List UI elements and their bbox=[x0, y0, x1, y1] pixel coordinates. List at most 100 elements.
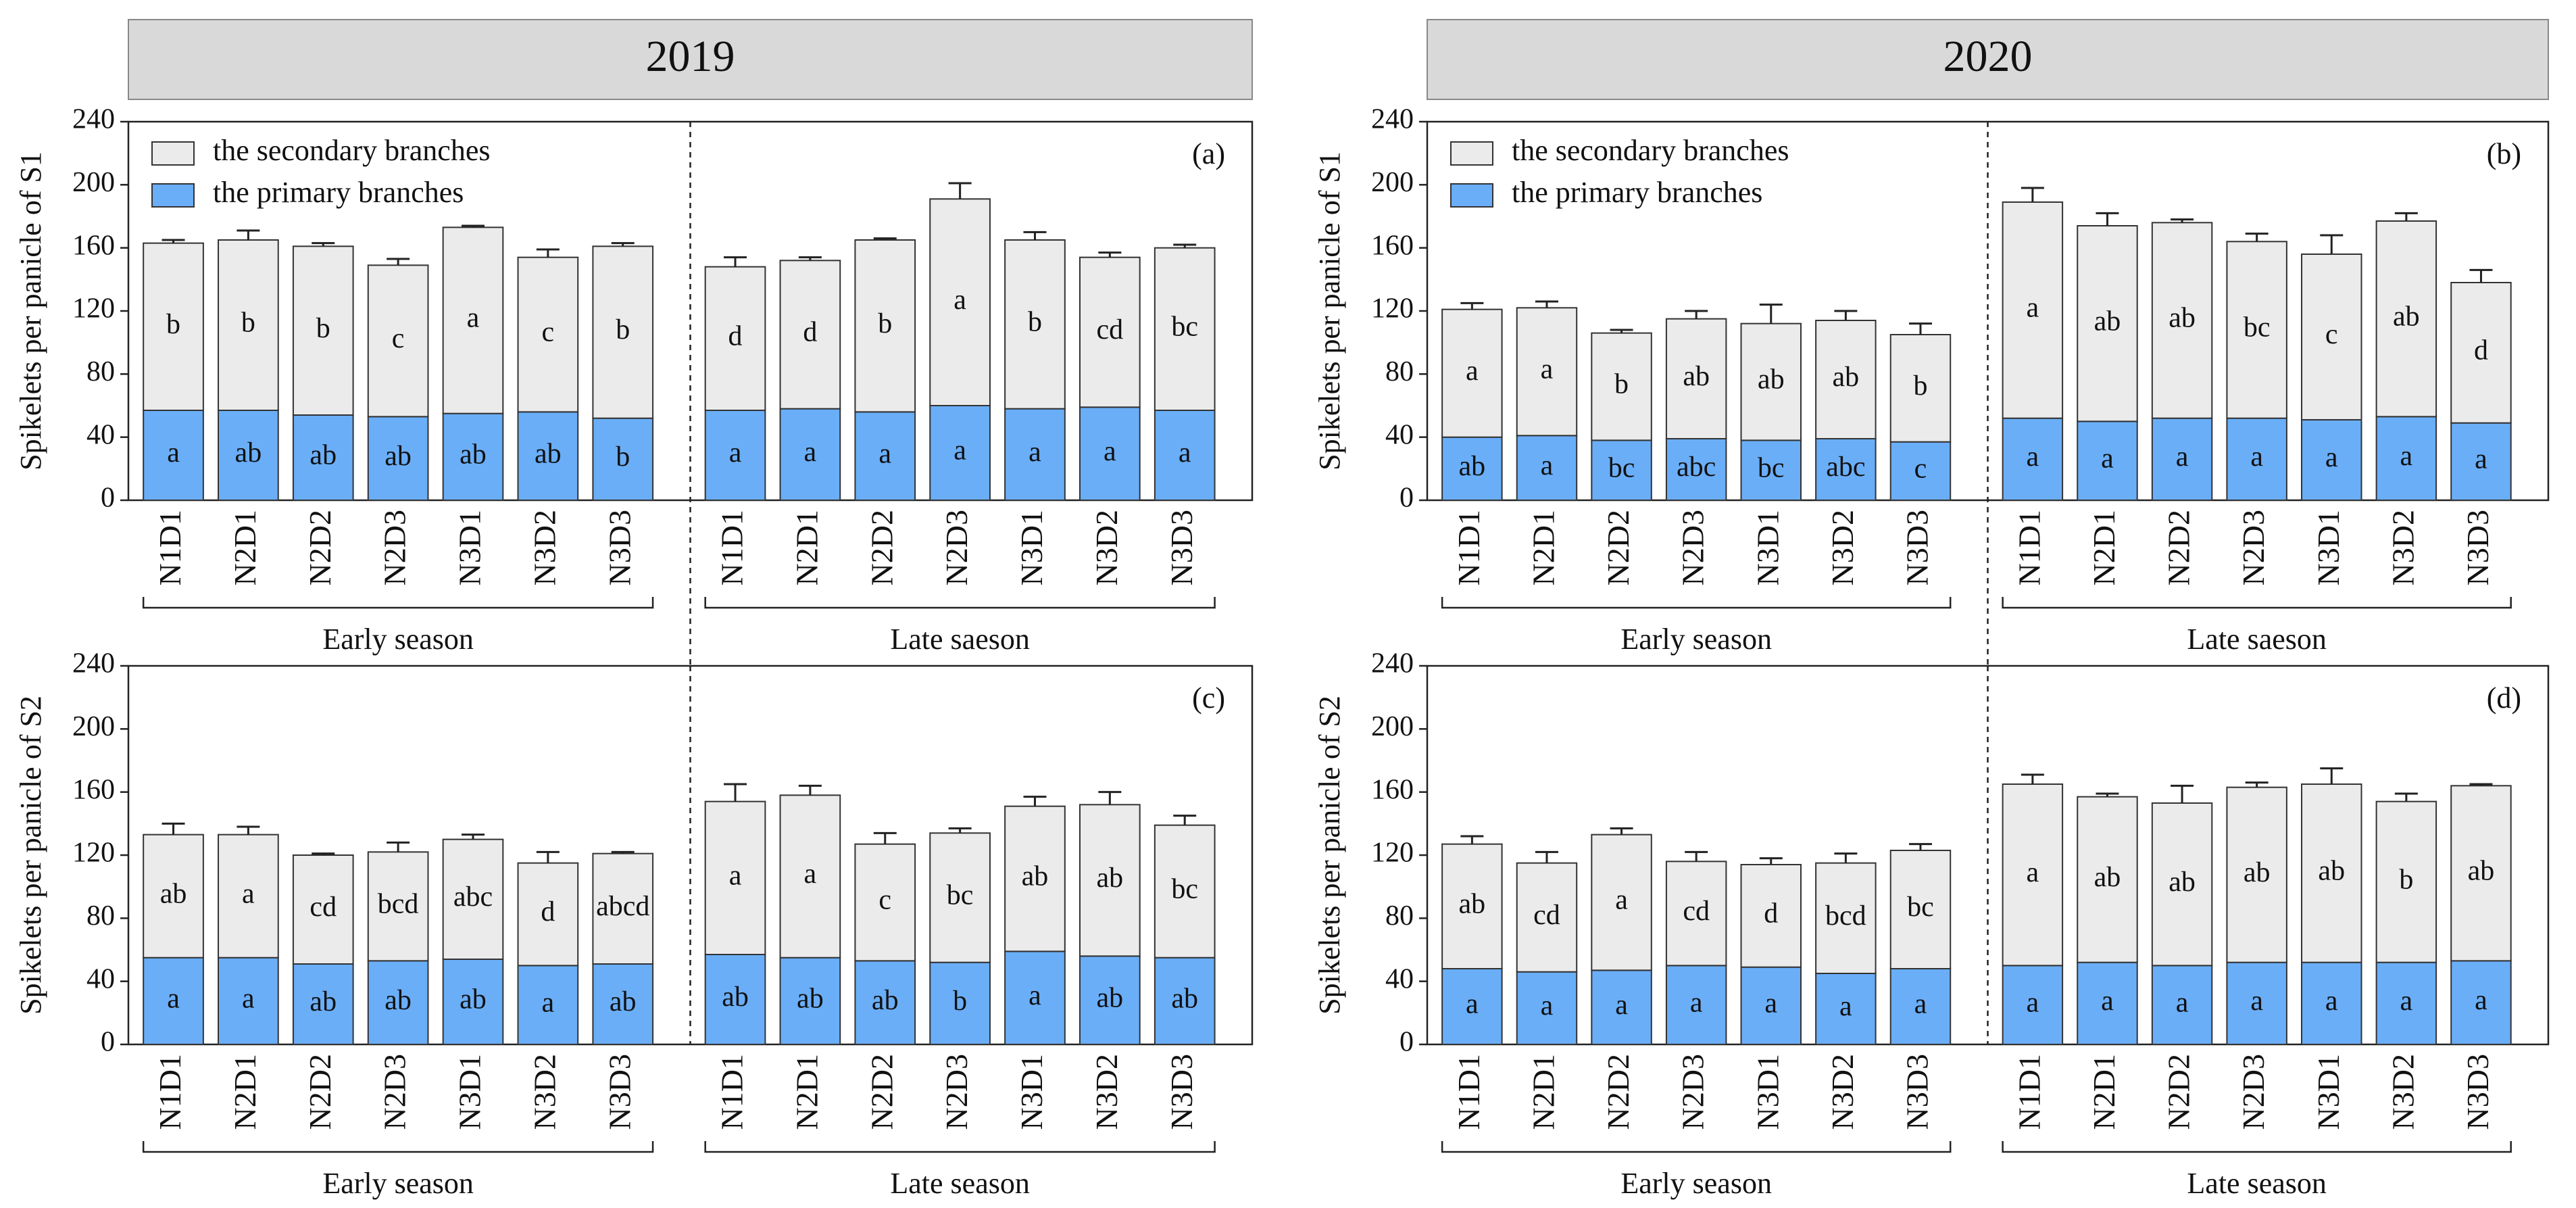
bar-segment bbox=[2375, 220, 2437, 418]
bar-segment bbox=[2077, 225, 2138, 422]
group-bracket bbox=[704, 597, 1216, 609]
bar-segment bbox=[704, 800, 766, 955]
bar-segment bbox=[854, 239, 916, 413]
group-bracket bbox=[1441, 597, 1952, 609]
error-bar bbox=[1685, 310, 1708, 319]
bar-segment bbox=[292, 963, 354, 1045]
significance-letter: ab bbox=[535, 438, 562, 469]
x-tick-label: N2D3 bbox=[939, 510, 974, 585]
significance-letter: b bbox=[1913, 370, 1927, 402]
y-tick-label: 0 bbox=[1400, 483, 1414, 514]
x-tick-label: N2D1 bbox=[1527, 510, 1561, 585]
y-tick-label: 120 bbox=[72, 293, 115, 324]
bar-segment bbox=[1889, 334, 1952, 443]
error-bar bbox=[1834, 310, 1858, 320]
x-tick-label: N2D2 bbox=[303, 510, 337, 585]
bar-segment bbox=[1591, 332, 1652, 441]
bar-segment bbox=[1154, 410, 1216, 501]
significance-letter: a bbox=[953, 285, 966, 316]
error-bar bbox=[162, 822, 185, 835]
bar-segment bbox=[1740, 864, 1802, 968]
significance-letter: ab bbox=[385, 985, 412, 1016]
bar-segment bbox=[2151, 802, 2213, 967]
x-tick-label: N3D1 bbox=[1014, 510, 1049, 585]
x-tick-label: N3D1 bbox=[2311, 510, 2346, 585]
error-bar bbox=[1173, 815, 1197, 825]
error-bar bbox=[2096, 212, 2119, 226]
bar-segment bbox=[2301, 961, 2362, 1045]
error-bar bbox=[1610, 827, 1633, 835]
significance-letter: b bbox=[1614, 369, 1629, 400]
error-bar bbox=[873, 831, 897, 844]
significance-letter: d bbox=[2474, 335, 2488, 366]
x-tick-label: N3D2 bbox=[527, 510, 562, 585]
error-bar bbox=[1098, 791, 1122, 805]
significance-letter: b bbox=[241, 308, 255, 339]
significance-letter: a bbox=[467, 303, 480, 334]
error-bar bbox=[1834, 852, 1858, 863]
significance-letter: c bbox=[542, 317, 555, 348]
y-axis-label: Spikelets per panicle of S1 bbox=[1313, 151, 1346, 470]
y-tick-label: 160 bbox=[72, 774, 115, 805]
significance-letter: c bbox=[392, 323, 405, 354]
significance-letter: a bbox=[1029, 980, 1041, 1011]
error-bar bbox=[798, 256, 822, 261]
x-tick-label: N1D1 bbox=[715, 510, 749, 585]
y-tick-label: 200 bbox=[72, 167, 115, 198]
y-tick-label: 200 bbox=[1371, 711, 1414, 742]
error-bar bbox=[1535, 850, 1558, 863]
significance-letter: ab bbox=[460, 984, 487, 1015]
significance-letter: abc bbox=[453, 881, 493, 913]
x-tick-label: N2D2 bbox=[2162, 510, 2196, 585]
x-tick-label: N2D3 bbox=[939, 1054, 974, 1130]
group-label: Late season bbox=[2187, 1167, 2326, 1200]
bar-segment bbox=[704, 410, 766, 501]
x-tick-label: N1D1 bbox=[2012, 1054, 2046, 1130]
error-bar bbox=[2096, 792, 2119, 797]
significance-letter: a bbox=[1541, 354, 1554, 385]
significance-letter: ab bbox=[1758, 364, 1785, 395]
bar-segment bbox=[143, 242, 204, 411]
significance-letter: a bbox=[242, 983, 255, 1014]
error-bar bbox=[2171, 784, 2194, 803]
bar-segment bbox=[854, 411, 916, 501]
significance-letter: a bbox=[2325, 986, 2338, 1017]
bar-segment bbox=[1154, 824, 1216, 959]
bar-segment bbox=[1591, 439, 1652, 501]
significance-letter: d bbox=[803, 317, 817, 348]
error-bar bbox=[237, 229, 260, 240]
significance-letter: cd bbox=[1683, 896, 1710, 927]
significance-letter: a bbox=[167, 437, 180, 468]
significance-letter: bc bbox=[1608, 452, 1635, 483]
legend-swatch bbox=[1450, 183, 1493, 208]
error-bar bbox=[2245, 781, 2269, 788]
x-tick-label: N3D1 bbox=[453, 510, 487, 585]
error-bar bbox=[536, 850, 560, 863]
bar-segment bbox=[1004, 950, 1066, 1046]
x-tick-label: N3D3 bbox=[602, 510, 637, 585]
significance-letter: cd bbox=[1097, 314, 1124, 345]
panel-label: (d) bbox=[2487, 681, 2521, 715]
significance-letter: a bbox=[1466, 356, 1479, 387]
x-tick-label: N2D3 bbox=[378, 510, 412, 585]
bar-segment bbox=[1079, 256, 1141, 408]
group-bracket bbox=[142, 1141, 654, 1153]
significance-letter: a bbox=[804, 859, 817, 890]
bar-segment bbox=[1815, 320, 1877, 439]
x-tick-label: N2D1 bbox=[2087, 1054, 2121, 1130]
bar-segment bbox=[442, 226, 504, 414]
bar-segment bbox=[2450, 282, 2512, 424]
bar-segment bbox=[2151, 222, 2213, 419]
bar-segment bbox=[592, 245, 654, 419]
bar-segment bbox=[779, 794, 841, 959]
y-axis-label: Spikelets per panicle of S1 bbox=[14, 151, 47, 470]
significance-letter: ab bbox=[1459, 451, 1486, 482]
bar-segment bbox=[143, 410, 204, 501]
group-bracket bbox=[2002, 1141, 2512, 1153]
significance-letter: d bbox=[541, 896, 555, 927]
bar-segment bbox=[2450, 785, 2512, 962]
significance-letter: c bbox=[1914, 453, 1927, 484]
bar-segment bbox=[704, 954, 766, 1045]
significance-letter: c bbox=[2325, 319, 2338, 350]
